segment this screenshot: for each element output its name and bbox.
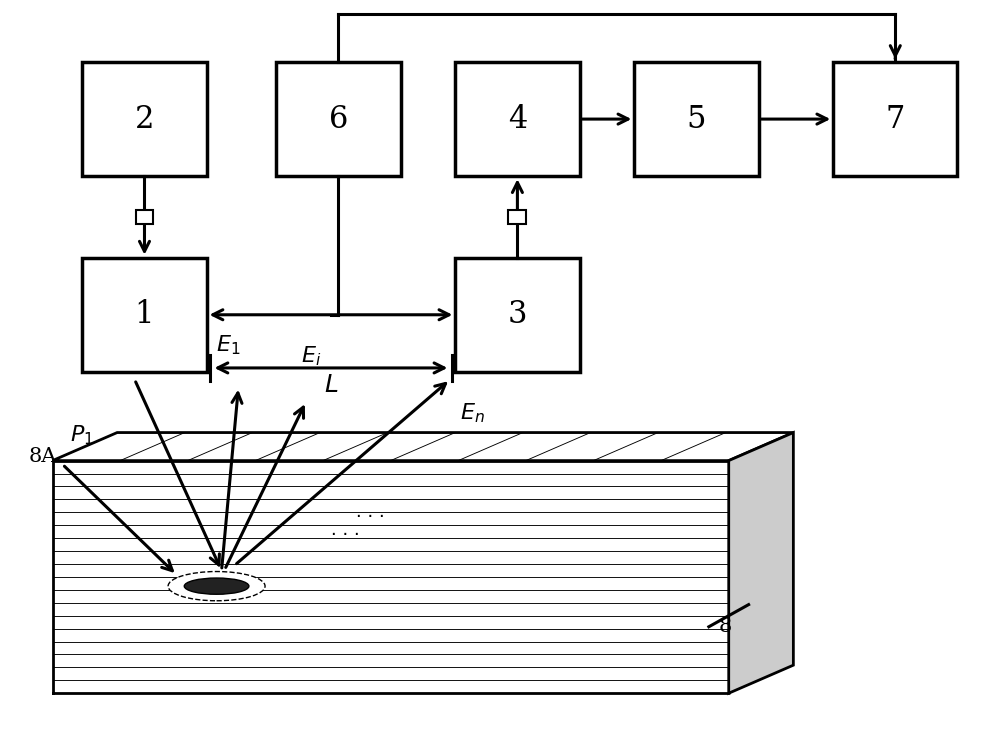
Text: $E_n$: $E_n$ <box>460 402 485 425</box>
Polygon shape <box>53 432 793 461</box>
Text: . . .: . . . <box>331 521 360 539</box>
Text: 8: 8 <box>719 618 732 636</box>
Text: 6: 6 <box>329 103 348 135</box>
Bar <box>634 62 759 176</box>
Text: 3: 3 <box>508 299 527 330</box>
Text: $P_1$: $P_1$ <box>70 423 94 447</box>
Text: $E_1$: $E_1$ <box>216 333 241 357</box>
Bar <box>833 62 957 176</box>
Bar <box>508 211 526 224</box>
Text: 8A: 8A <box>29 447 57 466</box>
Text: 1: 1 <box>135 299 154 330</box>
Text: 2: 2 <box>135 103 154 135</box>
Text: 7: 7 <box>886 103 905 135</box>
Bar <box>136 211 153 224</box>
Bar <box>455 257 580 372</box>
Text: . . .: . . . <box>356 502 385 521</box>
Ellipse shape <box>184 578 249 594</box>
Bar <box>276 62 401 176</box>
Text: $E_i$: $E_i$ <box>301 344 321 368</box>
Text: $L$: $L$ <box>324 373 338 397</box>
Ellipse shape <box>168 571 265 600</box>
Bar <box>82 257 207 372</box>
Bar <box>82 62 207 176</box>
Text: 5: 5 <box>687 103 706 135</box>
Bar <box>455 62 580 176</box>
Text: 4: 4 <box>508 103 527 135</box>
Polygon shape <box>729 432 793 693</box>
